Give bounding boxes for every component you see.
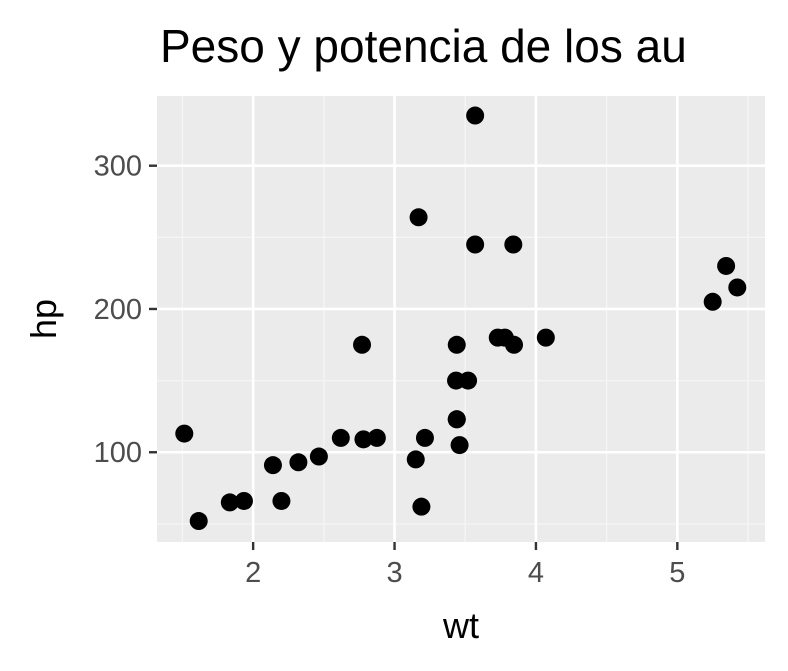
data-point — [447, 410, 466, 429]
y-tick-label: 300 — [94, 151, 142, 183]
data-point — [717, 256, 736, 275]
data-point — [703, 292, 722, 311]
data-point — [175, 424, 194, 443]
data-point — [466, 235, 485, 254]
y-tick-label: 100 — [94, 437, 142, 469]
data-point — [409, 208, 428, 227]
data-point — [447, 371, 466, 390]
data-point — [505, 335, 524, 354]
y-axis-title: hp — [23, 299, 64, 339]
x-tick-label: 3 — [386, 557, 402, 589]
x-axis-ticks: 2 3 4 5 — [245, 542, 685, 589]
data-point — [331, 428, 350, 447]
x-tick-label: 2 — [245, 557, 261, 589]
data-point — [447, 335, 466, 354]
data-point — [406, 450, 425, 469]
data-point — [189, 512, 208, 531]
data-point — [234, 491, 253, 510]
data-point — [353, 335, 372, 354]
data-point — [263, 456, 282, 475]
data-point — [536, 328, 555, 347]
data-point — [289, 453, 308, 472]
data-point — [504, 235, 523, 254]
chart-title: Peso y potencia de los au — [160, 20, 687, 72]
data-point — [728, 278, 747, 297]
data-point — [272, 491, 291, 510]
data-point — [466, 106, 485, 125]
data-point — [367, 428, 386, 447]
data-point — [415, 428, 434, 447]
data-point — [309, 447, 328, 466]
data-point — [450, 436, 469, 455]
x-axis-title: wt — [442, 605, 479, 646]
data-points — [175, 106, 747, 531]
y-tick-label: 200 — [94, 294, 142, 326]
data-point — [412, 497, 431, 516]
x-tick-label: 4 — [528, 557, 544, 589]
data-point — [220, 493, 239, 512]
x-tick-label: 5 — [669, 557, 685, 589]
plot-panel — [157, 96, 765, 542]
y-axis-ticks: 100 200 300 — [94, 151, 157, 469]
data-point — [354, 430, 373, 449]
